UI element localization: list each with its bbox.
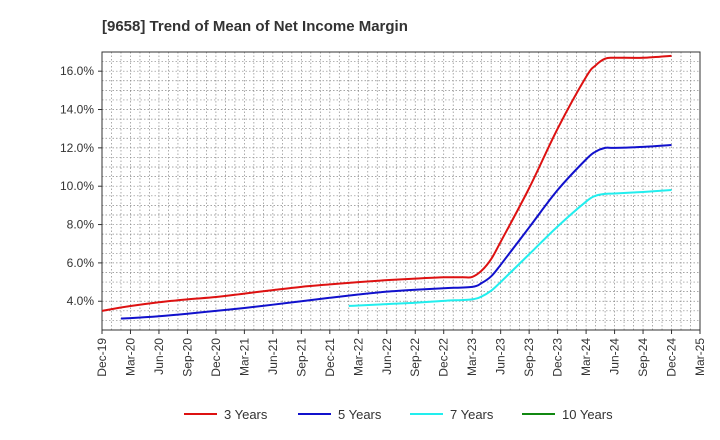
y-tick-label: 14.0% [60, 103, 94, 117]
legend: 3 Years 5 Years 7 Years 10 Years [184, 407, 613, 422]
x-tick-label: Mar-24 [579, 338, 593, 376]
x-tick-label: Sep-20 [180, 338, 194, 377]
x-tick-label: Dec-20 [209, 338, 223, 377]
x-tick-label: Sep-24 [636, 338, 650, 377]
legend-item-7-years: 7 Years [410, 407, 494, 422]
y-tick-label: 10.0% [60, 179, 94, 193]
legend-label: 10 Years [562, 407, 613, 422]
x-tick-label: Dec-21 [323, 338, 337, 377]
y-tick-label: 16.0% [60, 64, 94, 78]
x-tick-label: Jun-21 [266, 338, 280, 375]
x-tick-label: Dec-19 [95, 338, 109, 377]
x-tick-label: Sep-21 [294, 338, 308, 377]
x-tick-label: Mar-23 [465, 338, 479, 376]
legend-item-5-years: 5 Years [298, 407, 382, 422]
legend-label: 3 Years [224, 407, 268, 422]
legend-item-10-years: 10 Years [522, 407, 613, 422]
x-tick-label: Mar-21 [237, 338, 251, 376]
x-tick-label: Jun-20 [152, 338, 166, 375]
y-tick-label: 8.0% [67, 218, 95, 232]
plot-frame [101, 51, 701, 331]
series-line-7-years [348, 189, 672, 308]
legend-label: 7 Years [450, 407, 494, 422]
x-tick-label: Mar-25 [693, 338, 707, 376]
series-line-5-years [120, 143, 672, 320]
x-tick-label: Dec-24 [665, 338, 679, 377]
y-tick-label: 6.0% [67, 256, 95, 270]
plot-area: 4.0% 6.0% 8.0% 10.0% 12.0% 14.0% 16.0% Dec-19 Ma… [60, 51, 707, 377]
chart-title: [9658] Trend of Mean of Net Income Margi… [102, 18, 408, 35]
x-tick-label: Dec-23 [551, 338, 565, 377]
x-tick-label: Mar-22 [351, 338, 365, 376]
x-tick-label: Dec-22 [437, 338, 451, 377]
x-tick-label: Sep-22 [408, 338, 422, 377]
x-tick-label: Mar-20 [123, 338, 137, 376]
y-tick-label: 12.0% [60, 141, 94, 155]
series-line-3-years [101, 54, 672, 312]
plot-background [102, 52, 700, 330]
x-tick-label: Jun-24 [608, 338, 622, 375]
legend-item-3-years: 3 Years [184, 407, 268, 422]
x-tick-label: Sep-23 [522, 338, 536, 377]
y-tick-label: 4.0% [67, 294, 95, 308]
x-tick-label: Jun-23 [494, 338, 508, 375]
x-tick-label: Jun-22 [380, 338, 394, 375]
legend-label: 5 Years [338, 407, 382, 422]
